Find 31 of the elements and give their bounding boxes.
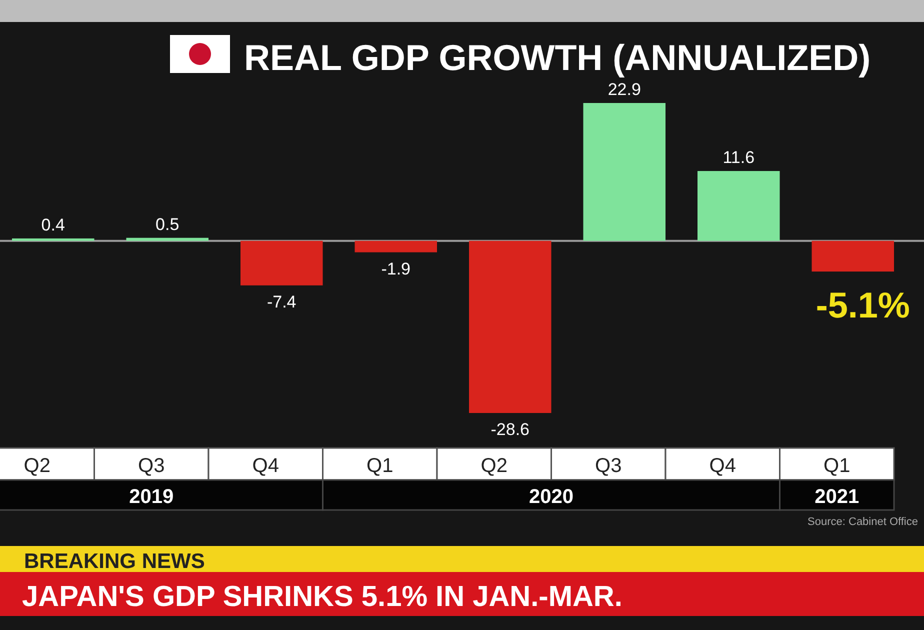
data-label: 11.6 bbox=[722, 148, 755, 168]
chart-title: REAL GDP GROWTH (ANNUALIZED) bbox=[244, 37, 871, 78]
data-label: 0.4 bbox=[41, 215, 65, 234]
data-label: -1.9 bbox=[381, 259, 411, 278]
text: 2019 bbox=[129, 486, 174, 508]
data-label: -28.6 bbox=[490, 420, 530, 439]
x-tick-label: Q3 bbox=[595, 455, 622, 477]
source-note: Source: Cabinet Office bbox=[808, 516, 918, 528]
bar bbox=[583, 103, 666, 241]
bar bbox=[12, 238, 94, 241]
x-tick-label: Q1 bbox=[366, 455, 394, 477]
x-tick-label: Q2 bbox=[480, 455, 508, 477]
x-tick-label: Q2 bbox=[24, 455, 50, 477]
data-label: 0.5 bbox=[156, 214, 180, 234]
bar bbox=[698, 171, 780, 241]
bar bbox=[354, 240, 438, 252]
text: BREAKING NEWS bbox=[24, 550, 205, 573]
x-tick-label: Q4 bbox=[709, 455, 736, 477]
data-label: -5.1% bbox=[816, 284, 910, 326]
x-tick-label: Q3 bbox=[138, 455, 165, 477]
bar bbox=[812, 240, 894, 272]
text: JAPAN'S GDP SHRINKS 5.1% IN JAN.-MAR. bbox=[22, 581, 622, 613]
x-tick-label: Q4 bbox=[252, 455, 279, 477]
text: 2021 bbox=[814, 486, 860, 508]
bar bbox=[468, 240, 552, 413]
x-tick-label: Q1 bbox=[824, 455, 850, 477]
text: 2020 bbox=[529, 486, 574, 508]
data-label: 22.9 bbox=[608, 80, 641, 99]
data-label: -7.4 bbox=[266, 292, 296, 312]
bar bbox=[240, 240, 323, 286]
bar bbox=[126, 238, 209, 241]
